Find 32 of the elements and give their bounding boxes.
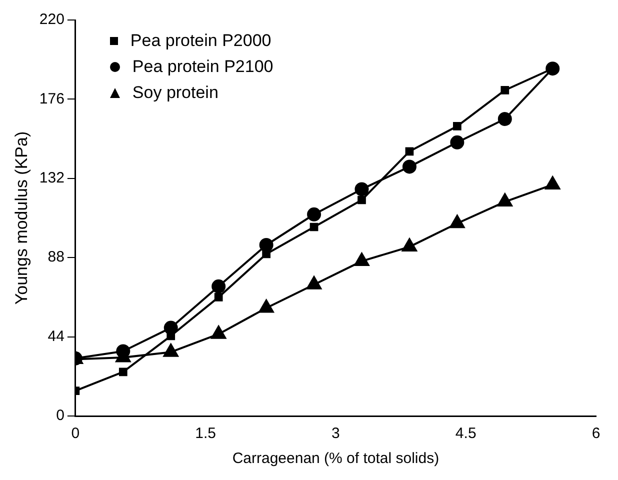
point: [405, 147, 414, 156]
y-tick-label: 220: [39, 11, 64, 28]
point: [500, 86, 510, 94]
y-tick-label: 0: [56, 407, 64, 424]
point: [402, 160, 416, 174]
y-tick-label: 88: [48, 248, 64, 266]
x-tick-label: 3: [332, 425, 340, 442]
y-tick-label: 132: [39, 170, 64, 187]
point: [307, 207, 322, 222]
y-tick-label: 176: [39, 90, 64, 108]
point: [354, 182, 369, 196]
x-axis-title: Carrageenan (% of total solids): [232, 450, 440, 468]
point: [262, 250, 270, 258]
legend-label: Soy protein: [132, 82, 218, 104]
y-tick-label: 44: [48, 328, 64, 345]
y-axis-title: Youngs modulus (KPa): [12, 131, 31, 305]
point: [212, 279, 226, 294]
point: [259, 238, 274, 252]
point: [310, 222, 318, 232]
legend-label: Pea protein P2000: [130, 30, 272, 52]
legend-label: Pea protein P2100: [132, 56, 274, 78]
x-tick-label: 0: [71, 425, 80, 442]
x-tick-label: 1.5: [195, 425, 216, 442]
x-tick-label: 4.5: [455, 425, 476, 442]
point: [450, 135, 464, 150]
point: [453, 122, 462, 130]
x-tick-label: 6: [592, 425, 600, 442]
point: [116, 344, 130, 358]
point: [498, 112, 512, 126]
point: [358, 196, 366, 204]
point: [214, 293, 223, 302]
point: [118, 368, 128, 376]
